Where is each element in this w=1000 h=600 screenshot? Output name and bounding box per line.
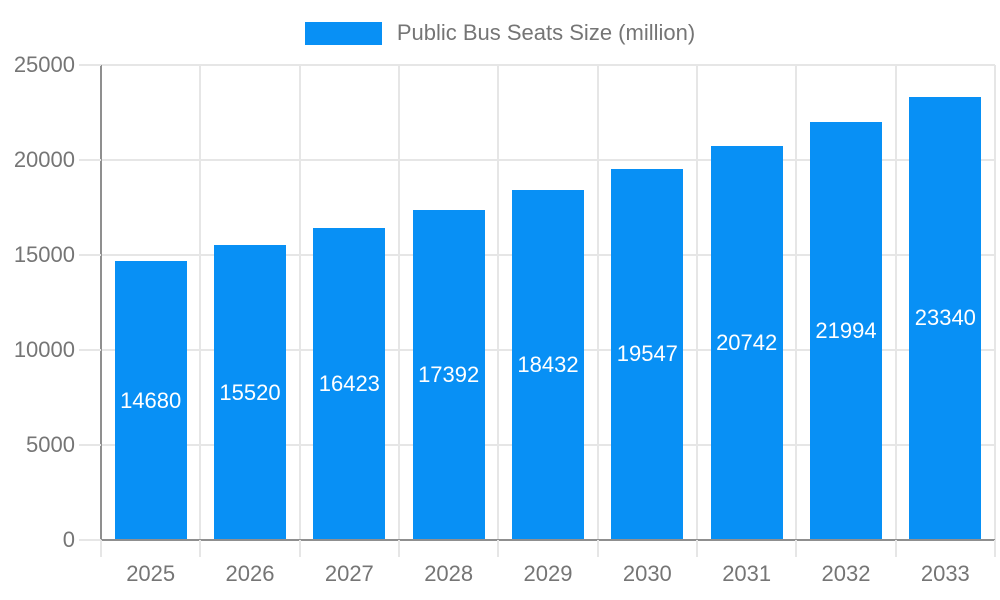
bar: 14680	[114, 261, 187, 540]
x-tick-label: 2031	[722, 561, 772, 586]
y-axis-line	[100, 65, 102, 540]
grid-line-v	[497, 65, 500, 540]
bar: 19547	[611, 168, 684, 540]
legend-swatch	[304, 21, 382, 45]
grid-line-v	[994, 65, 996, 540]
bar-value-label: 23340	[914, 305, 976, 331]
x-tick-label: 2033	[920, 561, 970, 586]
bar-value-label: 21994	[815, 318, 877, 344]
grid-line-v	[795, 65, 798, 540]
x-tick-mark	[795, 540, 798, 557]
x-tick-mark	[894, 540, 897, 557]
x-tick-mark	[199, 540, 202, 557]
grid-line-h	[101, 64, 995, 66]
bar-value-label: 14680	[120, 387, 182, 413]
x-tick-label: 2032	[821, 561, 871, 586]
y-tick-mark	[79, 444, 101, 446]
x-tick-label: 2028	[424, 561, 474, 586]
x-tick-mark	[596, 540, 599, 557]
x-tick-label: 2030	[622, 561, 672, 586]
x-tick-label: 2027	[324, 561, 374, 586]
bar: 15520	[214, 245, 286, 540]
x-tick-mark	[100, 540, 102, 557]
bar: 16423	[313, 227, 386, 540]
x-tick-label: 2025	[126, 561, 176, 586]
bar: 18432	[512, 189, 584, 540]
grid-line-v	[596, 65, 599, 540]
x-tick-mark	[994, 540, 996, 557]
grid-line-v	[696, 65, 698, 540]
bar: 21994	[810, 122, 882, 540]
grid-line-v	[894, 65, 897, 540]
grid-line-v	[298, 65, 301, 540]
legend-label: Public Bus Seats Size (million)	[396, 20, 696, 45]
grid-line-v	[398, 65, 400, 540]
x-tick-mark	[398, 540, 400, 557]
plot-area: 14680 15520 16423 17392 18432 19547 20742 21994…	[100, 64, 996, 541]
bar-value-label: 15520	[219, 379, 281, 405]
y-tick-mark	[79, 539, 101, 541]
bar-value-label: 18432	[517, 351, 579, 377]
bar: 23340	[909, 96, 982, 540]
bar-value-label: 20742	[716, 329, 778, 355]
chart-legend: Public Bus Seats Size (million)	[0, 20, 1000, 46]
bar-value-label: 16423	[318, 370, 380, 396]
grid-line-h	[101, 159, 995, 161]
y-tick-label: 15000	[13, 242, 75, 267]
y-tick-label: 0	[62, 527, 75, 552]
bar-value-label: 19547	[616, 341, 678, 367]
y-tick-mark	[79, 64, 101, 66]
x-tick-mark	[298, 540, 301, 557]
bar-value-label: 17392	[418, 361, 480, 387]
x-tick-label: 2026	[225, 561, 275, 586]
y-tick-label: 10000	[13, 337, 75, 362]
x-tick-mark	[497, 540, 500, 557]
grid-line-v	[199, 65, 202, 540]
bar: 20742	[710, 145, 783, 540]
y-tick-label: 25000	[13, 52, 75, 77]
x-tick-label: 2029	[523, 561, 573, 586]
x-tick-mark	[696, 540, 698, 557]
y-tick-mark	[79, 254, 101, 256]
y-tick-mark	[79, 349, 101, 351]
y-tick-label: 5000	[26, 432, 75, 457]
y-tick-mark	[79, 159, 101, 161]
y-tick-label: 20000	[13, 147, 75, 172]
bar: 17392	[412, 209, 485, 540]
x-axis-line	[101, 539, 995, 541]
